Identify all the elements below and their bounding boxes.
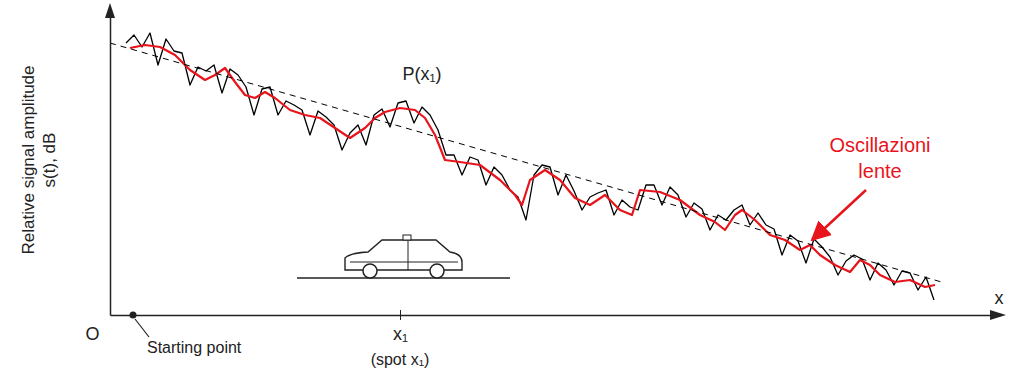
chart-svg: Ox₁ Relative signal amplitudes(t), dB x Sta… bbox=[0, 0, 1011, 379]
start-point bbox=[130, 312, 137, 319]
y-axis bbox=[110, 11, 111, 316]
road-line bbox=[297, 277, 510, 279]
x-axis-arrow bbox=[990, 310, 1006, 320]
spot-label: (spot x₁) bbox=[371, 351, 430, 368]
series-line bbox=[130, 45, 935, 287]
series-line bbox=[126, 33, 934, 300]
y-axis-title-line: Relative signal amplitude bbox=[19, 66, 38, 255]
car-door bbox=[408, 241, 409, 270]
x-axis-title: x bbox=[995, 288, 1004, 308]
car-wheel bbox=[430, 264, 444, 278]
slow-oscillation-arrow bbox=[812, 190, 866, 240]
series-line bbox=[110, 43, 945, 283]
x-tick-label: O bbox=[85, 324, 99, 344]
car-light bbox=[403, 235, 411, 240]
y-axis-title-line: s(t), dB bbox=[40, 133, 59, 188]
x-tick-label: x₁ bbox=[393, 324, 408, 344]
slow-oscillation-line: lente bbox=[858, 160, 901, 182]
start-pointer bbox=[135, 319, 149, 337]
x-tick: O bbox=[85, 310, 110, 344]
x-axis-line bbox=[111, 315, 1001, 317]
x-tick: x₁ bbox=[393, 310, 408, 344]
car-icon bbox=[297, 235, 510, 278]
y-axis-arrow bbox=[105, 3, 115, 18]
slow-oscillation-label: Oscillazioni lente bbox=[829, 134, 930, 182]
start-label: Starting point bbox=[147, 339, 242, 356]
y-axis-line bbox=[110, 11, 112, 316]
car-body bbox=[345, 240, 462, 270]
plot-area bbox=[110, 33, 945, 300]
y-axis-title: Relative signal amplitudes(t), dB bbox=[19, 66, 59, 255]
car-wheel bbox=[363, 264, 377, 278]
x-tick-mark bbox=[400, 310, 401, 320]
point-label: P(x₁) bbox=[402, 64, 441, 84]
car-trim bbox=[350, 262, 458, 263]
slow-oscillation-line: Oscillazioni bbox=[829, 134, 930, 156]
